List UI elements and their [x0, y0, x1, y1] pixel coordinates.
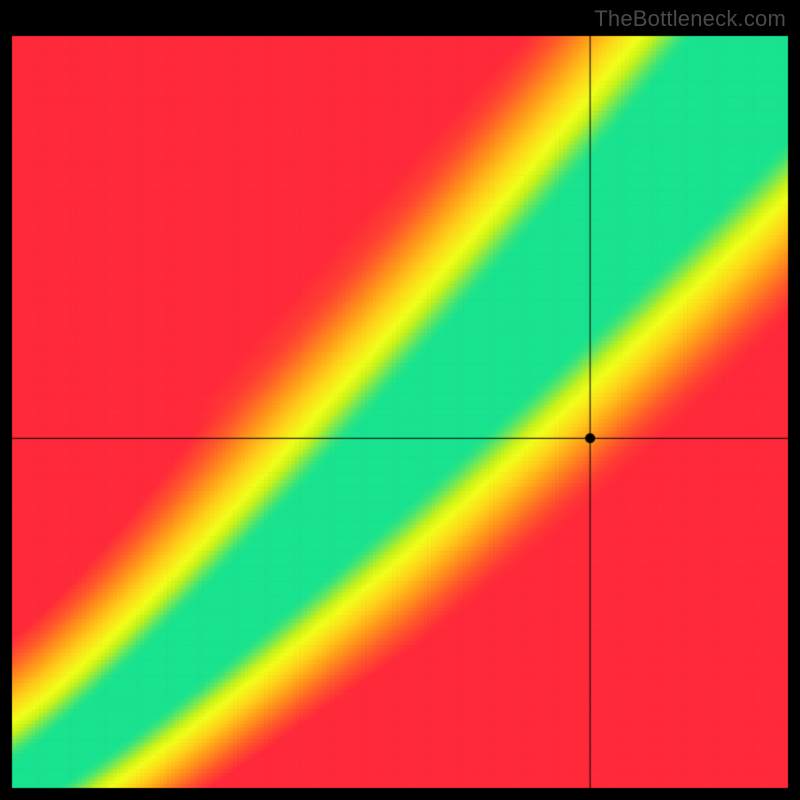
bottleneck-heatmap: [0, 0, 800, 800]
chart-container: TheBottleneck.com: [0, 0, 800, 800]
watermark-text: TheBottleneck.com: [594, 6, 786, 32]
